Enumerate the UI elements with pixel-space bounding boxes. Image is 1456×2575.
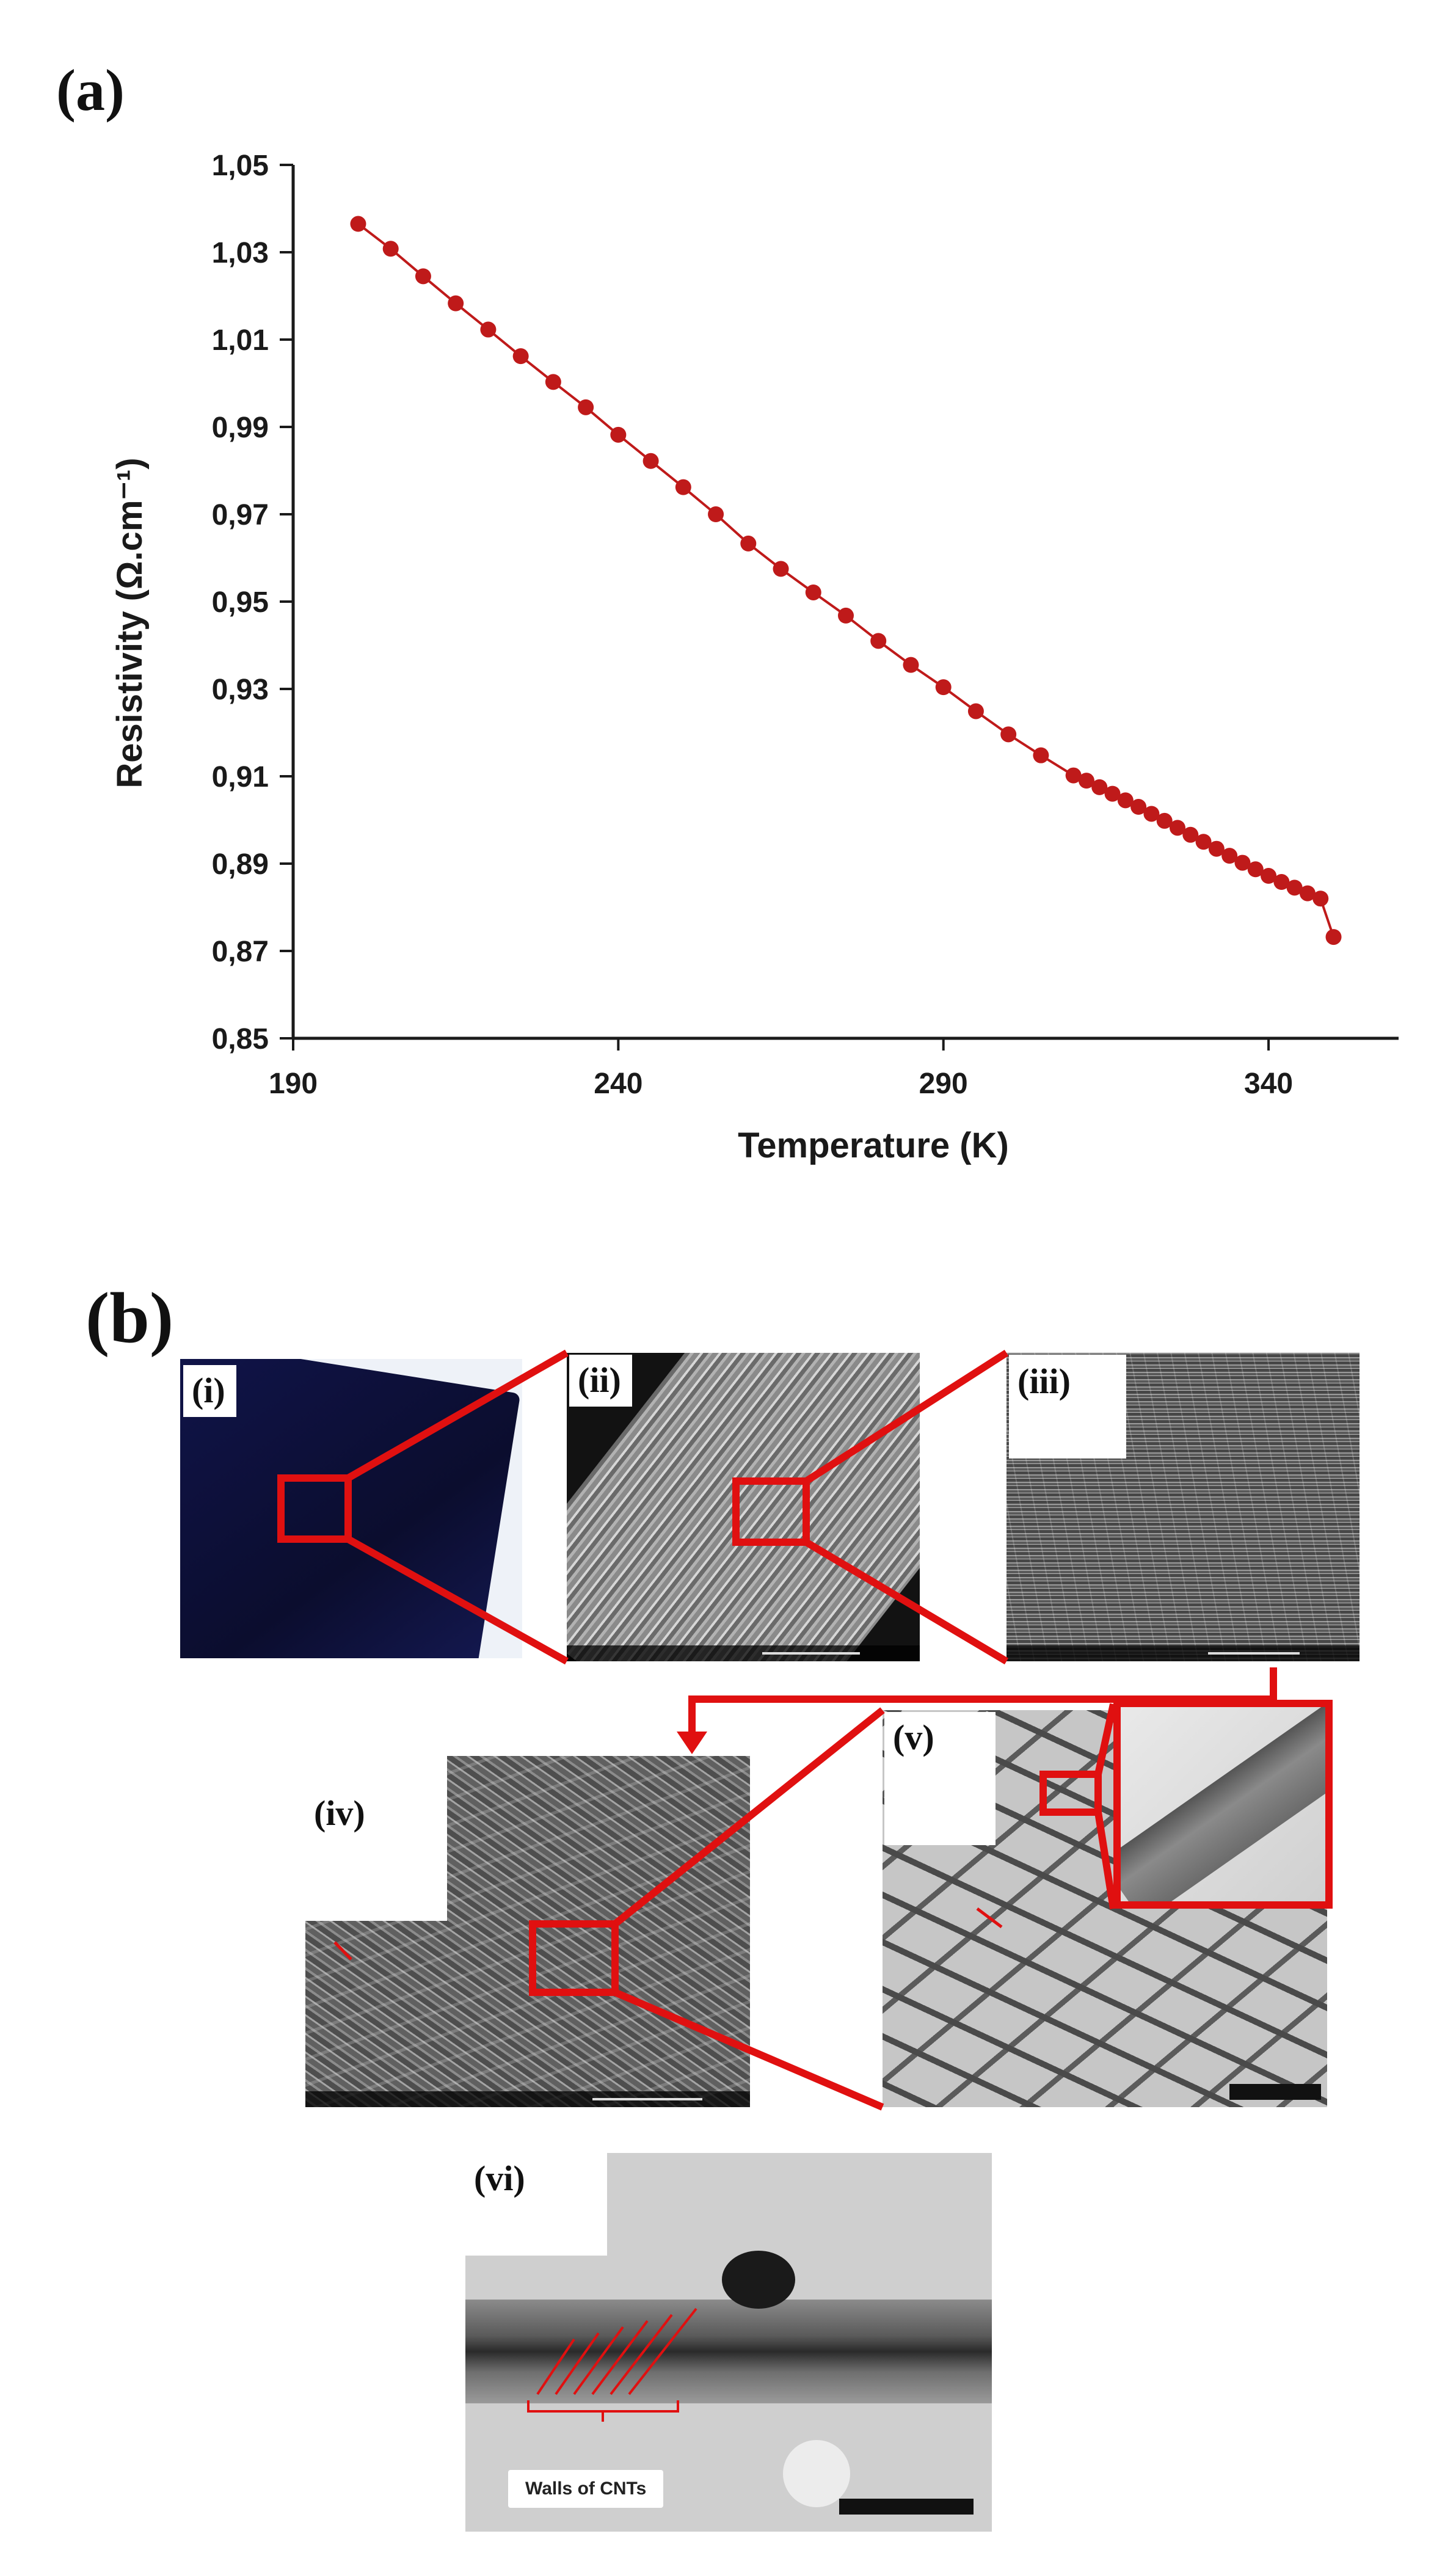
scale-bar	[839, 2499, 974, 2515]
data-point	[448, 295, 464, 311]
x-axis-label: Temperature (K)	[738, 1126, 1009, 1165]
scale-bar	[1006, 1645, 1360, 1661]
x-tick-label: 240	[594, 1068, 642, 1100]
data-point	[1182, 826, 1199, 843]
y-tick-label: 0,89	[212, 848, 269, 881]
data-point	[1117, 792, 1134, 809]
y-tick-label: 0,85	[212, 1023, 269, 1055]
y-tick-label: 0,95	[212, 586, 269, 619]
label-i: (i)	[183, 1365, 236, 1417]
bright-spot	[783, 2440, 850, 2507]
inset-frame	[1113, 1700, 1333, 1909]
data-point	[1170, 820, 1185, 836]
data-point	[708, 506, 724, 522]
data-point	[1234, 854, 1251, 871]
data-point	[1208, 840, 1225, 857]
scale-bar	[305, 2091, 750, 2107]
data-point	[870, 633, 887, 649]
series-points	[350, 216, 1342, 945]
data-point	[350, 216, 366, 232]
data-point	[903, 657, 919, 673]
walls-callout: Walls of CNTs	[508, 2470, 664, 2508]
data-point	[1273, 874, 1290, 891]
y-tick-label: 0,87	[212, 936, 269, 968]
data-point	[578, 399, 594, 415]
data-point	[1000, 726, 1017, 743]
y-tick-label: 0,93	[212, 674, 269, 706]
data-point	[1091, 779, 1108, 795]
resistivity-chart: 0,85 0,87 0,89 0,91 0,93 0,95 0,97 0,99 1,01 1,03…	[110, 150, 1399, 1165]
data-point	[1033, 747, 1049, 763]
data-point	[1104, 785, 1121, 802]
panel-b-label: (b)	[86, 1278, 174, 1358]
data-point	[773, 561, 789, 577]
data-point	[838, 607, 854, 624]
data-point	[1261, 868, 1277, 884]
data-point	[740, 535, 757, 552]
y-tick-label: 0,97	[212, 499, 269, 531]
label-iv: (iv)	[305, 1756, 447, 1921]
data-point	[1325, 929, 1342, 945]
data-point	[545, 374, 561, 390]
y-tick-label: 1,05	[212, 150, 269, 182]
panel-a-label: (a)	[56, 57, 125, 123]
x-tick-label: 190	[269, 1068, 318, 1100]
data-point	[480, 321, 497, 338]
y-tick-label: 1,03	[212, 237, 269, 269]
y-tick-label: 0,91	[212, 761, 269, 793]
scale-bar	[567, 1645, 920, 1661]
data-point	[1065, 767, 1082, 784]
tem-inset	[1121, 1707, 1325, 1901]
data-point	[805, 584, 821, 600]
data-point	[1130, 799, 1147, 815]
flow-arrow-head	[677, 1732, 707, 1754]
data-point	[642, 453, 659, 469]
data-point	[382, 241, 399, 257]
x-tick-label: 340	[1244, 1068, 1293, 1100]
label-v: (v)	[884, 1712, 996, 1845]
chart-ticks: 0,85 0,87 0,89 0,91 0,93 0,95 0,97 0,99 1,01 1,03…	[212, 150, 1294, 1100]
y-tick-label: 0,99	[212, 412, 269, 444]
data-point	[1221, 848, 1238, 864]
catalyst-particle	[722, 2251, 795, 2309]
label-iii: (iii)	[1009, 1355, 1126, 1459]
data-point	[1143, 806, 1160, 822]
data-point	[1312, 891, 1329, 907]
data-point	[935, 679, 952, 696]
y-axis-label: Resistivity (Ω.cm⁻¹)	[110, 457, 150, 788]
data-point	[675, 479, 691, 495]
label-vi: (vi)	[465, 2153, 607, 2256]
nanotube-body	[465, 2300, 992, 2403]
data-point	[1299, 885, 1316, 901]
x-tick-label: 290	[919, 1068, 968, 1100]
chart-axes	[291, 165, 1399, 1040]
label-ii: (ii)	[569, 1355, 632, 1407]
data-point	[1195, 834, 1212, 850]
data-point	[512, 348, 529, 365]
scale-bar	[1229, 2084, 1321, 2100]
data-point	[415, 268, 431, 285]
data-point	[1156, 812, 1173, 829]
data-point	[967, 703, 984, 719]
sem-image-iii	[1006, 1353, 1360, 1661]
data-point	[610, 426, 627, 443]
data-point	[1286, 880, 1303, 896]
data-point	[1247, 861, 1264, 878]
y-tick-label: 1,01	[212, 324, 269, 357]
data-point	[1078, 773, 1094, 789]
